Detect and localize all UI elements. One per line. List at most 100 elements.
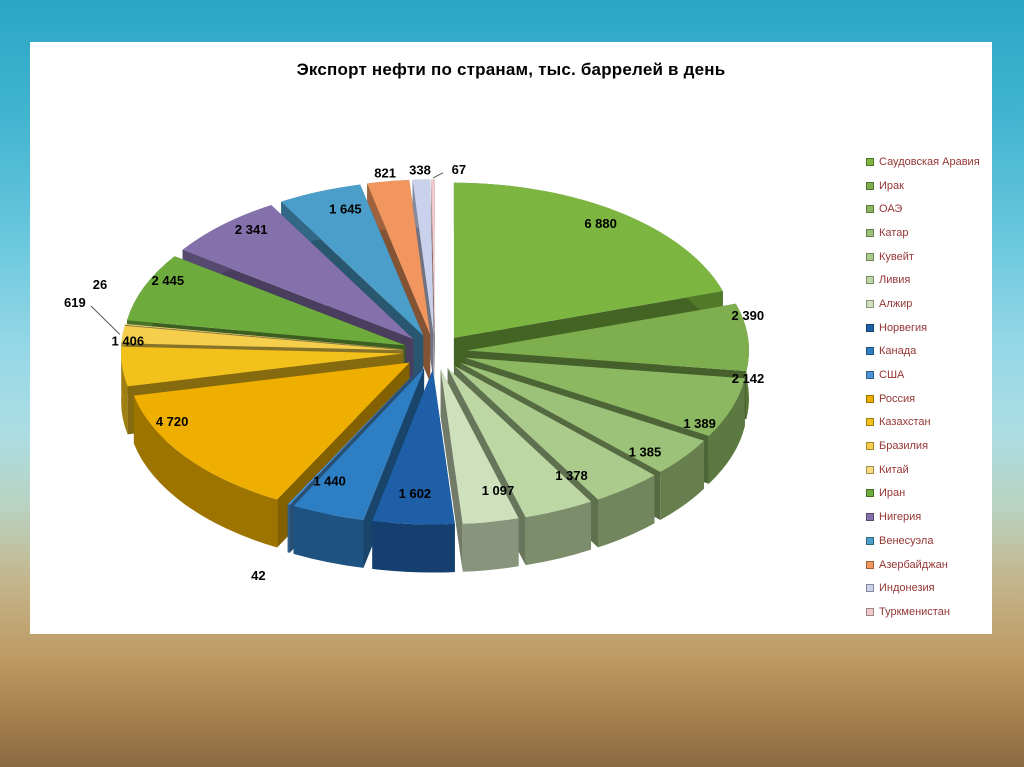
pie-slice-10 [133, 362, 410, 500]
legend-label: Норвегия [879, 321, 928, 334]
label-leader-line [90, 305, 121, 335]
legend-item: Алжир [866, 292, 992, 316]
legend-swatch [866, 323, 874, 332]
legend-item: Азербайджан [866, 553, 992, 577]
legend-label: Ливия [879, 274, 911, 287]
data-label: 2 390 [732, 308, 765, 323]
legend-swatch [866, 536, 874, 545]
legend-item: Саудовская Аравия [866, 150, 992, 174]
data-label: 2 341 [235, 222, 268, 237]
legend-item: Ирак [866, 174, 992, 198]
legend-item: Катар [866, 221, 992, 245]
legend-label: Азербайджан [879, 558, 948, 571]
legend-item: Венесуэла [866, 529, 992, 553]
data-label: 338 [409, 163, 431, 178]
legend-item: Россия [866, 387, 992, 411]
legend-label: США [879, 369, 905, 382]
pie-slice-2 [465, 357, 745, 436]
data-label: 2 445 [152, 273, 185, 288]
legend-swatch [866, 371, 874, 380]
pie-slice-19 [431, 179, 435, 335]
pie-slice-13 [124, 324, 404, 350]
legend-swatch [866, 560, 874, 569]
pie-slice-1 [466, 303, 749, 372]
legend-item: Кувейт [866, 245, 992, 269]
legend-label: Алжир [879, 297, 913, 310]
legend-label: Саудовская Аравия [879, 155, 980, 168]
legend-label: Бразилия [879, 440, 929, 453]
pie-slice-5 [447, 368, 591, 518]
legend-label: ОАЭ [879, 203, 903, 216]
pie-slice-7 [372, 369, 455, 525]
pie-slice-3 [460, 362, 704, 472]
data-label: 42 [251, 568, 265, 583]
legend-swatch [866, 157, 874, 166]
data-label: 821 [374, 166, 396, 181]
pie-slice-18 [412, 179, 434, 335]
legend-label: Казахстан [879, 416, 931, 429]
legend-swatch [866, 465, 874, 474]
data-label: 4 720 [156, 414, 189, 429]
pie-slice-17 [367, 180, 431, 335]
legend-label: Кувейт [879, 250, 914, 263]
legend-item: Ливия [866, 268, 992, 292]
legend-swatch [866, 228, 874, 237]
legend-swatch [866, 181, 874, 190]
legend-label: Канада [879, 345, 917, 358]
data-label: 2 142 [732, 371, 765, 386]
pie-slice-8 [293, 368, 425, 520]
legend-item: Казахстан [866, 411, 992, 435]
legend-item: Индонезия [866, 576, 992, 600]
legend-swatch [866, 205, 874, 214]
data-label: 6 880 [584, 216, 617, 231]
legend-item: Бразилия [866, 434, 992, 458]
chart-legend: Саудовская Аравия Ирак ОАЭ Катар Кувейт Ливия… [866, 150, 992, 624]
legend-item: Иран [866, 482, 992, 506]
slide-panel: Экспорт нефти по странам, тыс. баррелей … [30, 42, 992, 634]
legend-item: Нигерия [866, 505, 992, 529]
data-label: 1 602 [399, 486, 432, 501]
pie-slice-16 [281, 184, 424, 336]
pie-slice-12 [121, 325, 404, 351]
legend-swatch [866, 276, 874, 285]
legend-item: Китай [866, 458, 992, 482]
label-leader-line [432, 172, 444, 179]
legend-label: Катар [879, 226, 909, 239]
legend-swatch [866, 584, 874, 593]
legend-label: Ирак [879, 179, 904, 192]
legend-label: Индонезия [879, 582, 935, 595]
legend-swatch [866, 347, 874, 356]
data-label: 1 406 [112, 333, 145, 348]
legend-swatch [866, 394, 874, 403]
data-label: 1 389 [683, 416, 716, 431]
legend-item: Норвегия [866, 316, 992, 340]
legend-swatch [866, 489, 874, 498]
data-label: 1 097 [482, 483, 515, 498]
legend-swatch [866, 252, 874, 261]
pie-slice-0 [453, 182, 723, 338]
data-label: 1 385 [629, 445, 662, 460]
pie-chart-svg: 6 880 2 390 2 142 1 389 1 385 1 378 1 097 1 602… [64, 162, 765, 583]
data-label: 1 440 [313, 473, 346, 488]
legend-item: ОАЭ [866, 197, 992, 221]
legend-swatch [866, 513, 874, 522]
legend-label: Нигерия [879, 511, 922, 524]
pie-slice-4 [454, 365, 655, 500]
legend-item: Туркменистан [866, 600, 992, 624]
legend-label: Китай [879, 463, 909, 476]
pie-slice-9 [287, 367, 421, 505]
data-label: 67 [452, 162, 466, 177]
legend-label: Венесуэла [879, 534, 934, 547]
data-label: 1 378 [555, 468, 588, 483]
legend-swatch [866, 442, 874, 451]
legend-item: США [866, 363, 992, 387]
legend-swatch [866, 607, 874, 616]
pie-slice-6 [440, 369, 519, 524]
data-label: 26 [93, 277, 107, 292]
pie-slice-11 [121, 346, 404, 387]
legend-swatch [866, 418, 874, 427]
legend-label: Иран [879, 487, 906, 500]
legend-item: Канада [866, 340, 992, 364]
data-label: 619 [64, 295, 86, 310]
pie-slice-14 [127, 256, 406, 346]
